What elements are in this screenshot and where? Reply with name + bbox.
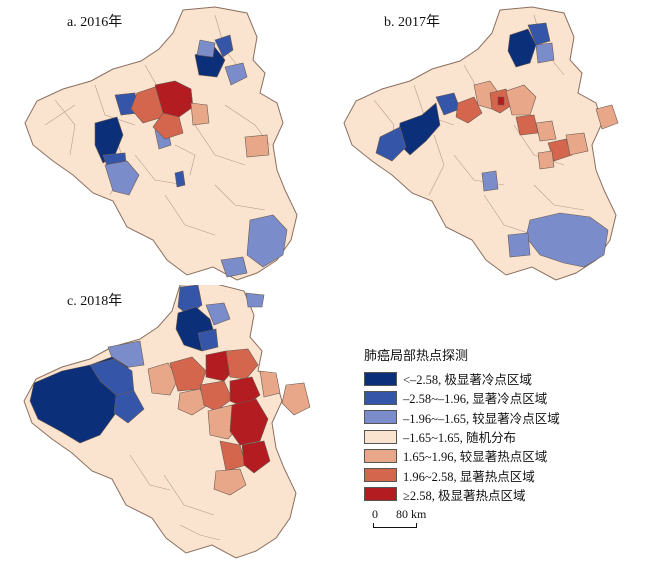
panel-label-a: a. 2016年 [67, 15, 123, 30]
legend-swatch [364, 371, 397, 386]
scale-zero: 0 [372, 507, 378, 521]
legend-label: ≥2.58, 极显著热点区域 [403, 488, 526, 503]
scale-bar-line [373, 523, 417, 528]
legend-label: –1.65~1.65, 随机分布 [403, 431, 517, 446]
map-2017 [340, 5, 640, 285]
legend-item: –2.58~–1.96, 显著冷点区域 [364, 388, 644, 407]
legend-item: –1.65~1.65, 随机分布 [364, 427, 644, 446]
panel-label-c: c. 2018年 [67, 294, 123, 309]
legend-label: –1.96~–1.65, 较显著冷点区域 [403, 411, 560, 426]
legend-label: <–2.58, 极显著冷点区域 [403, 373, 532, 388]
legend-swatch [364, 410, 397, 425]
legend: 肺癌局部热点探测 <–2.58, 极显著冷点区域 –2.58~–1.96, 显著… [364, 345, 644, 504]
legend-swatch [364, 390, 397, 405]
legend-item: 1.65~1.96, 较显著热点区域 [364, 446, 644, 465]
legend-item: ≥2.58, 极显著热点区域 [364, 485, 644, 504]
legend-label: 1.65~1.96, 较显著热点区域 [403, 450, 548, 465]
legend-swatch [364, 448, 397, 463]
map-2016 [15, 5, 315, 285]
legend-item: –1.96~–1.65, 较显著冷点区域 [364, 408, 644, 427]
legend-item: 1.96~2.58, 显著热点区域 [364, 465, 644, 484]
legend-item: <–2.58, 极显著冷点区域 [364, 369, 644, 388]
scale-distance: 80 km [396, 507, 427, 521]
panel-label-b: b. 2017年 [384, 15, 440, 30]
legend-swatch [364, 487, 397, 502]
map-2018 [20, 285, 320, 565]
legend-label: –2.58~–1.96, 显著冷点区域 [403, 392, 548, 407]
legend-label: 1.96~2.58, 显著热点区域 [403, 469, 535, 484]
scale-bar: 0 80 km [370, 507, 426, 528]
legend-title: 肺癌局部热点探测 [364, 348, 469, 363]
legend-swatch [364, 429, 397, 444]
legend-swatch [364, 468, 397, 483]
